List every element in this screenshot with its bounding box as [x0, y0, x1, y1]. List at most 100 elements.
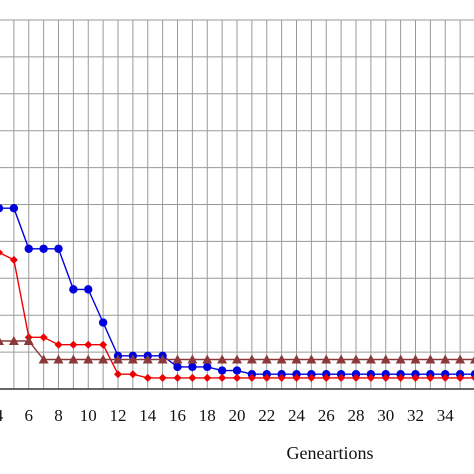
data-point: [188, 362, 197, 372]
data-point: [381, 373, 390, 382]
x-tick-label: 24: [288, 406, 306, 425]
x-tick-label: 28: [348, 406, 365, 425]
data-point: [306, 354, 317, 364]
data-point: [307, 373, 316, 382]
data-point: [202, 354, 213, 364]
data-point: [128, 370, 137, 379]
data-point: [351, 354, 361, 364]
data-point: [38, 354, 49, 364]
data-point: [366, 373, 375, 382]
data-point: [217, 366, 227, 375]
data-point: [69, 340, 78, 349]
data-point: [142, 354, 153, 364]
x-tick-label: 12: [110, 406, 127, 425]
x-tick-label: 20: [229, 406, 246, 425]
data-point: [396, 373, 405, 382]
data-point: [98, 354, 109, 364]
x-tick-label: 10: [80, 406, 97, 425]
data-point: [0, 249, 3, 256]
x-tick-label: 6: [25, 406, 34, 425]
data-point: [9, 255, 18, 264]
data-point: [54, 244, 63, 253]
data-point: [187, 354, 198, 364]
data-point: [337, 373, 346, 382]
data-point: [261, 354, 272, 364]
data-point: [69, 285, 78, 294]
data-point: [292, 373, 301, 382]
x-tick-labels: 4 6 8 10 12 14 16 18 20 22 24 26 28 30 32 34: [0, 406, 454, 425]
data-point: [84, 285, 93, 294]
data-point: [455, 354, 466, 364]
data-point: [24, 244, 33, 253]
data-point: [232, 354, 242, 364]
data-point: [471, 374, 474, 381]
x-tick-label: 32: [407, 406, 424, 425]
x-tick-label: 34: [437, 406, 455, 425]
grid: [0, 19, 474, 390]
data-point: [9, 203, 19, 213]
data-point: [8, 336, 19, 346]
x-tick-label: 16: [169, 406, 186, 425]
data-point: [0, 337, 4, 346]
data-point: [322, 373, 331, 382]
data-point: [247, 373, 256, 382]
data-point: [54, 340, 63, 349]
x-tick-label: 8: [54, 406, 63, 425]
data-point: [68, 354, 79, 364]
data-point: [114, 370, 122, 379]
data-point: [173, 373, 182, 382]
x-tick-label: 14: [139, 406, 157, 425]
data-point: [365, 354, 376, 364]
data-point: [127, 354, 138, 364]
data-point: [39, 244, 48, 253]
data-point: [262, 373, 271, 382]
data-point: [410, 354, 421, 364]
data-point: [203, 362, 212, 372]
data-point: [440, 354, 451, 364]
data-point: [395, 354, 406, 364]
data-point: [188, 373, 197, 382]
data-point: [172, 354, 183, 364]
data-point: [53, 354, 64, 364]
data-point: [157, 354, 168, 364]
data-point: [291, 354, 302, 364]
data-point: [99, 340, 108, 349]
data-point: [143, 373, 152, 382]
x-tick-label: 30: [377, 406, 394, 425]
x-axis-title: Geneartions: [287, 443, 374, 463]
data-point: [98, 318, 108, 327]
data-point: [218, 373, 227, 382]
data-point: [352, 373, 360, 382]
data-point: [232, 366, 242, 375]
data-point: [425, 354, 436, 364]
data-point: [173, 362, 182, 372]
data-point: [84, 340, 93, 349]
data-point: [456, 373, 465, 382]
data-point: [83, 354, 94, 364]
data-point: [217, 354, 228, 364]
x-tick-label: 18: [199, 406, 216, 425]
series-layer: [0, 203, 474, 382]
series-2: [0, 249, 474, 382]
data-point: [321, 354, 332, 364]
data-point: [203, 373, 212, 382]
data-point: [246, 354, 257, 364]
data-point: [113, 354, 123, 364]
data-point: [23, 336, 34, 346]
data-point: [426, 373, 435, 382]
series-3: [0, 336, 474, 364]
data-point: [277, 373, 286, 382]
data-point: [411, 373, 420, 382]
data-point: [276, 354, 287, 364]
data-point: [0, 204, 4, 213]
data-point: [233, 373, 241, 382]
data-point: [441, 373, 450, 382]
data-point: [158, 373, 167, 382]
x-tick-label: 26: [318, 406, 335, 425]
data-point: [336, 354, 347, 364]
data-point: [39, 333, 48, 342]
data-point: [380, 354, 391, 364]
data-point: [470, 356, 474, 364]
